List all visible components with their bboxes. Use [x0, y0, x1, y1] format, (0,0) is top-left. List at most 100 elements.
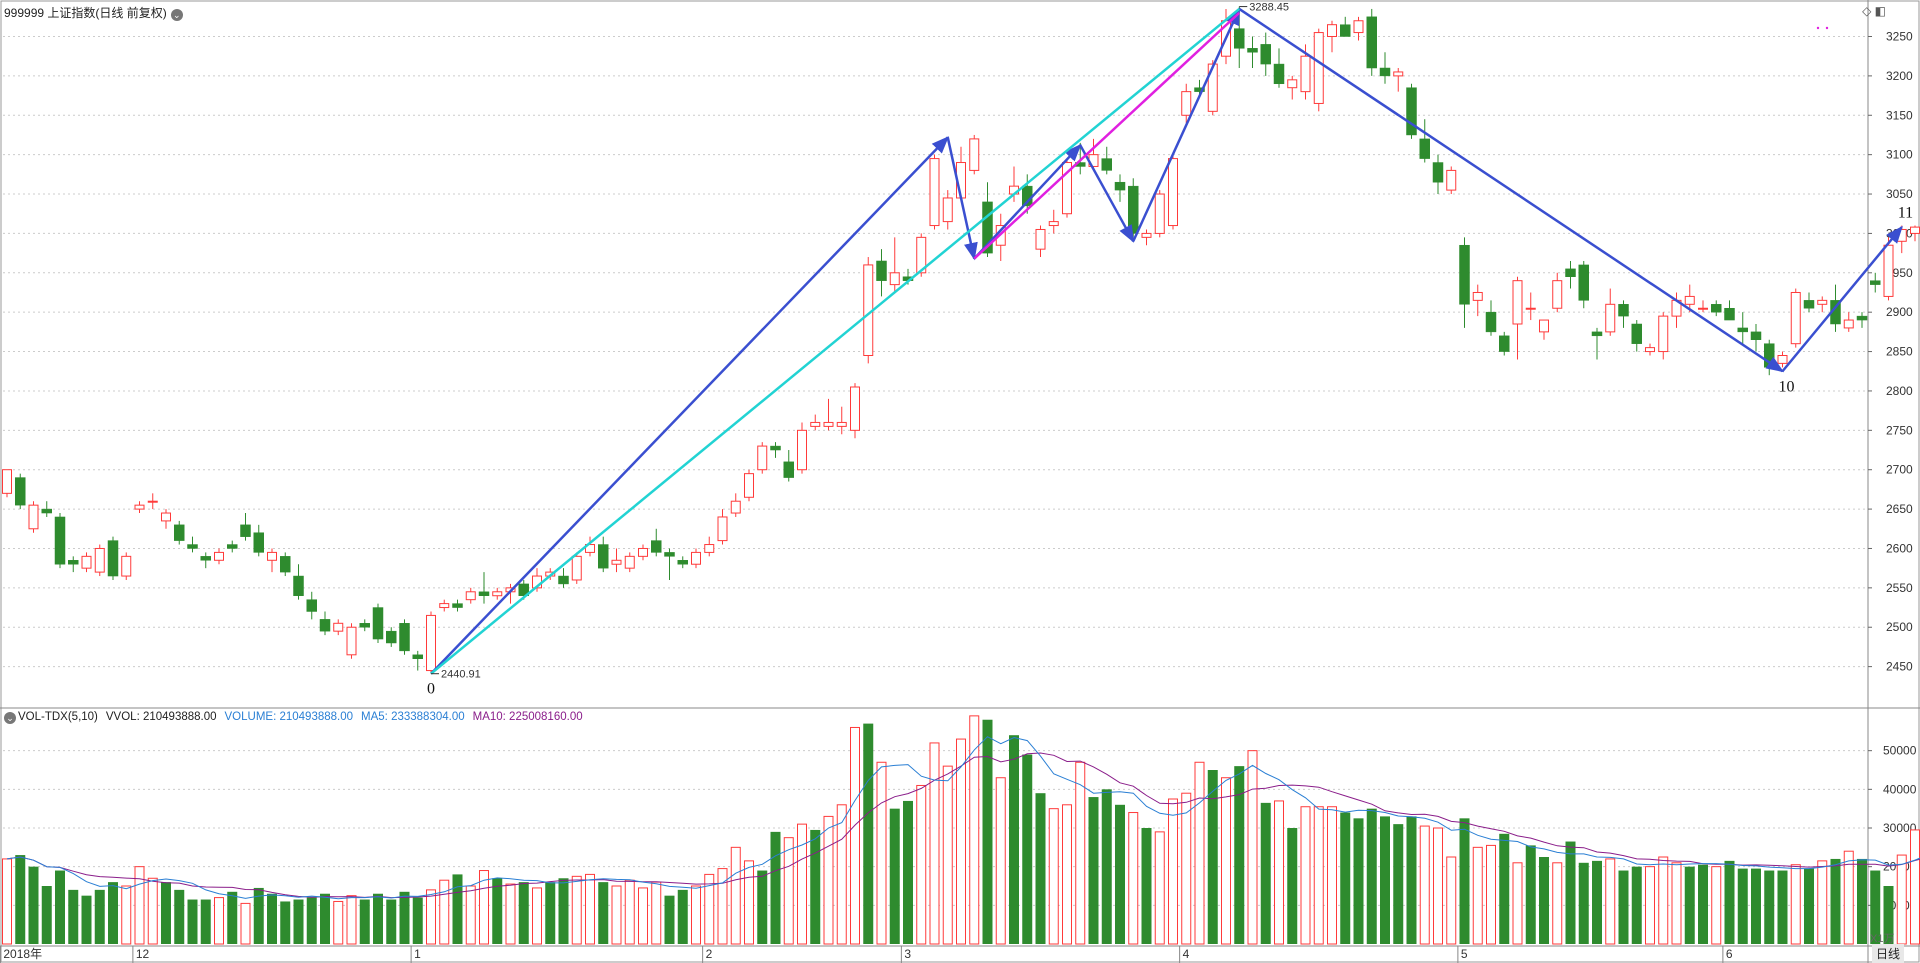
candle — [1366, 8, 1377, 76]
settings-icon[interactable]: ⌄ — [170, 9, 183, 21]
candle — [664, 548, 675, 580]
candle-body — [969, 138, 980, 171]
candle-body — [518, 583, 529, 596]
period-button[interactable]: 日线 — [1872, 944, 1905, 963]
volume-bar — [810, 829, 821, 944]
volume-bar — [704, 873, 715, 945]
volume-bar — [174, 889, 185, 944]
candle — [214, 548, 224, 565]
price-tick-label: 3050 — [1886, 187, 1913, 201]
candle-body — [1247, 48, 1258, 53]
indicator-settings-icon[interactable]: ⌄ — [4, 712, 16, 724]
volume-bar — [956, 738, 966, 945]
diamond-icon[interactable]: ◇ — [1862, 4, 1872, 18]
candle-body — [1591, 331, 1603, 337]
volume-bar — [1618, 870, 1629, 944]
candle — [624, 552, 635, 573]
candle — [1790, 288, 1801, 348]
month-label: 2018年 — [3, 947, 42, 961]
trend-line — [973, 143, 1082, 260]
candle-body — [452, 603, 463, 608]
candle — [1101, 146, 1112, 175]
volume-value: VOLUME: 210493888.00 — [224, 711, 354, 723]
candle — [107, 536, 119, 580]
candle — [929, 154, 940, 230]
candle-body — [1856, 315, 1868, 321]
volume-bar — [1883, 886, 1894, 944]
volume-bar — [81, 895, 92, 944]
candle-body — [1379, 67, 1391, 77]
candle-body — [94, 547, 105, 573]
candle — [1406, 83, 1417, 139]
price-tick-label: 3150 — [1886, 108, 1913, 122]
candle — [1446, 166, 1457, 195]
window-controls[interactable]: ◇ ◧ — [1862, 4, 1886, 18]
trend-line — [1781, 225, 1903, 373]
candle-body — [306, 599, 317, 612]
candle — [1327, 20, 1337, 53]
volume-bar — [1406, 816, 1417, 944]
candle — [1247, 36, 1258, 69]
candle-body — [704, 544, 715, 553]
candle — [1817, 296, 1828, 313]
price-tick-label: 2450 — [1886, 660, 1913, 674]
candle-body — [200, 556, 211, 561]
volume-bar — [598, 882, 609, 944]
candle-body — [1260, 44, 1271, 65]
volume-bar — [1724, 860, 1735, 944]
candle — [717, 509, 728, 545]
candle — [1737, 312, 1748, 344]
volume-bar — [1340, 812, 1351, 944]
candle-body — [1724, 307, 1735, 321]
volume-bar — [1910, 829, 1920, 945]
candle-body — [1101, 158, 1112, 171]
candle-body — [412, 654, 423, 659]
candle — [810, 414, 821, 431]
candle — [1525, 292, 1536, 321]
volume-bar — [240, 902, 251, 945]
candle — [1578, 260, 1589, 309]
volume-bar — [518, 882, 529, 944]
candle — [691, 548, 701, 569]
candle-body — [558, 575, 569, 585]
volume-bar — [492, 878, 503, 944]
candle-body — [1539, 319, 1549, 333]
candle-body — [783, 461, 794, 478]
candle — [121, 552, 132, 580]
volume-bar — [306, 897, 317, 944]
volume-bar — [214, 897, 224, 945]
candle — [1539, 319, 1549, 340]
price-tick-label: 2900 — [1886, 305, 1913, 319]
volume-bar — [1168, 798, 1178, 945]
candle-body — [426, 614, 436, 672]
vvol-value: VVOL: 210493888.00 — [105, 711, 217, 723]
candle-body — [717, 516, 728, 542]
volume-bar — [1525, 845, 1536, 944]
price-tick-label: 2550 — [1886, 581, 1913, 595]
panel-toggle-icon[interactable]: ◧ — [1874, 4, 1886, 18]
volume-bar — [280, 901, 291, 944]
candle — [1062, 158, 1072, 218]
candle-body — [253, 532, 264, 553]
volume-bar — [916, 784, 927, 945]
candle-body — [1910, 226, 1920, 234]
volume-bar — [969, 715, 980, 945]
volume-bar — [1433, 827, 1443, 945]
candle-body — [757, 445, 768, 471]
volume-bar — [1128, 812, 1139, 945]
candle — [253, 524, 264, 557]
volume-bar — [399, 891, 410, 944]
candle-body — [1552, 280, 1563, 309]
volume-tick-label: 30000 — [1883, 821, 1917, 835]
volume-bar — [452, 874, 463, 944]
candle — [399, 619, 410, 655]
candle-body — [346, 626, 357, 656]
volume-bar — [770, 831, 781, 944]
candle-body — [386, 630, 397, 644]
volume-bar — [1565, 841, 1576, 944]
ma5-line — [6, 736, 1920, 900]
volume-bar — [200, 899, 211, 944]
candle — [1260, 32, 1271, 76]
candle-body — [876, 260, 887, 281]
